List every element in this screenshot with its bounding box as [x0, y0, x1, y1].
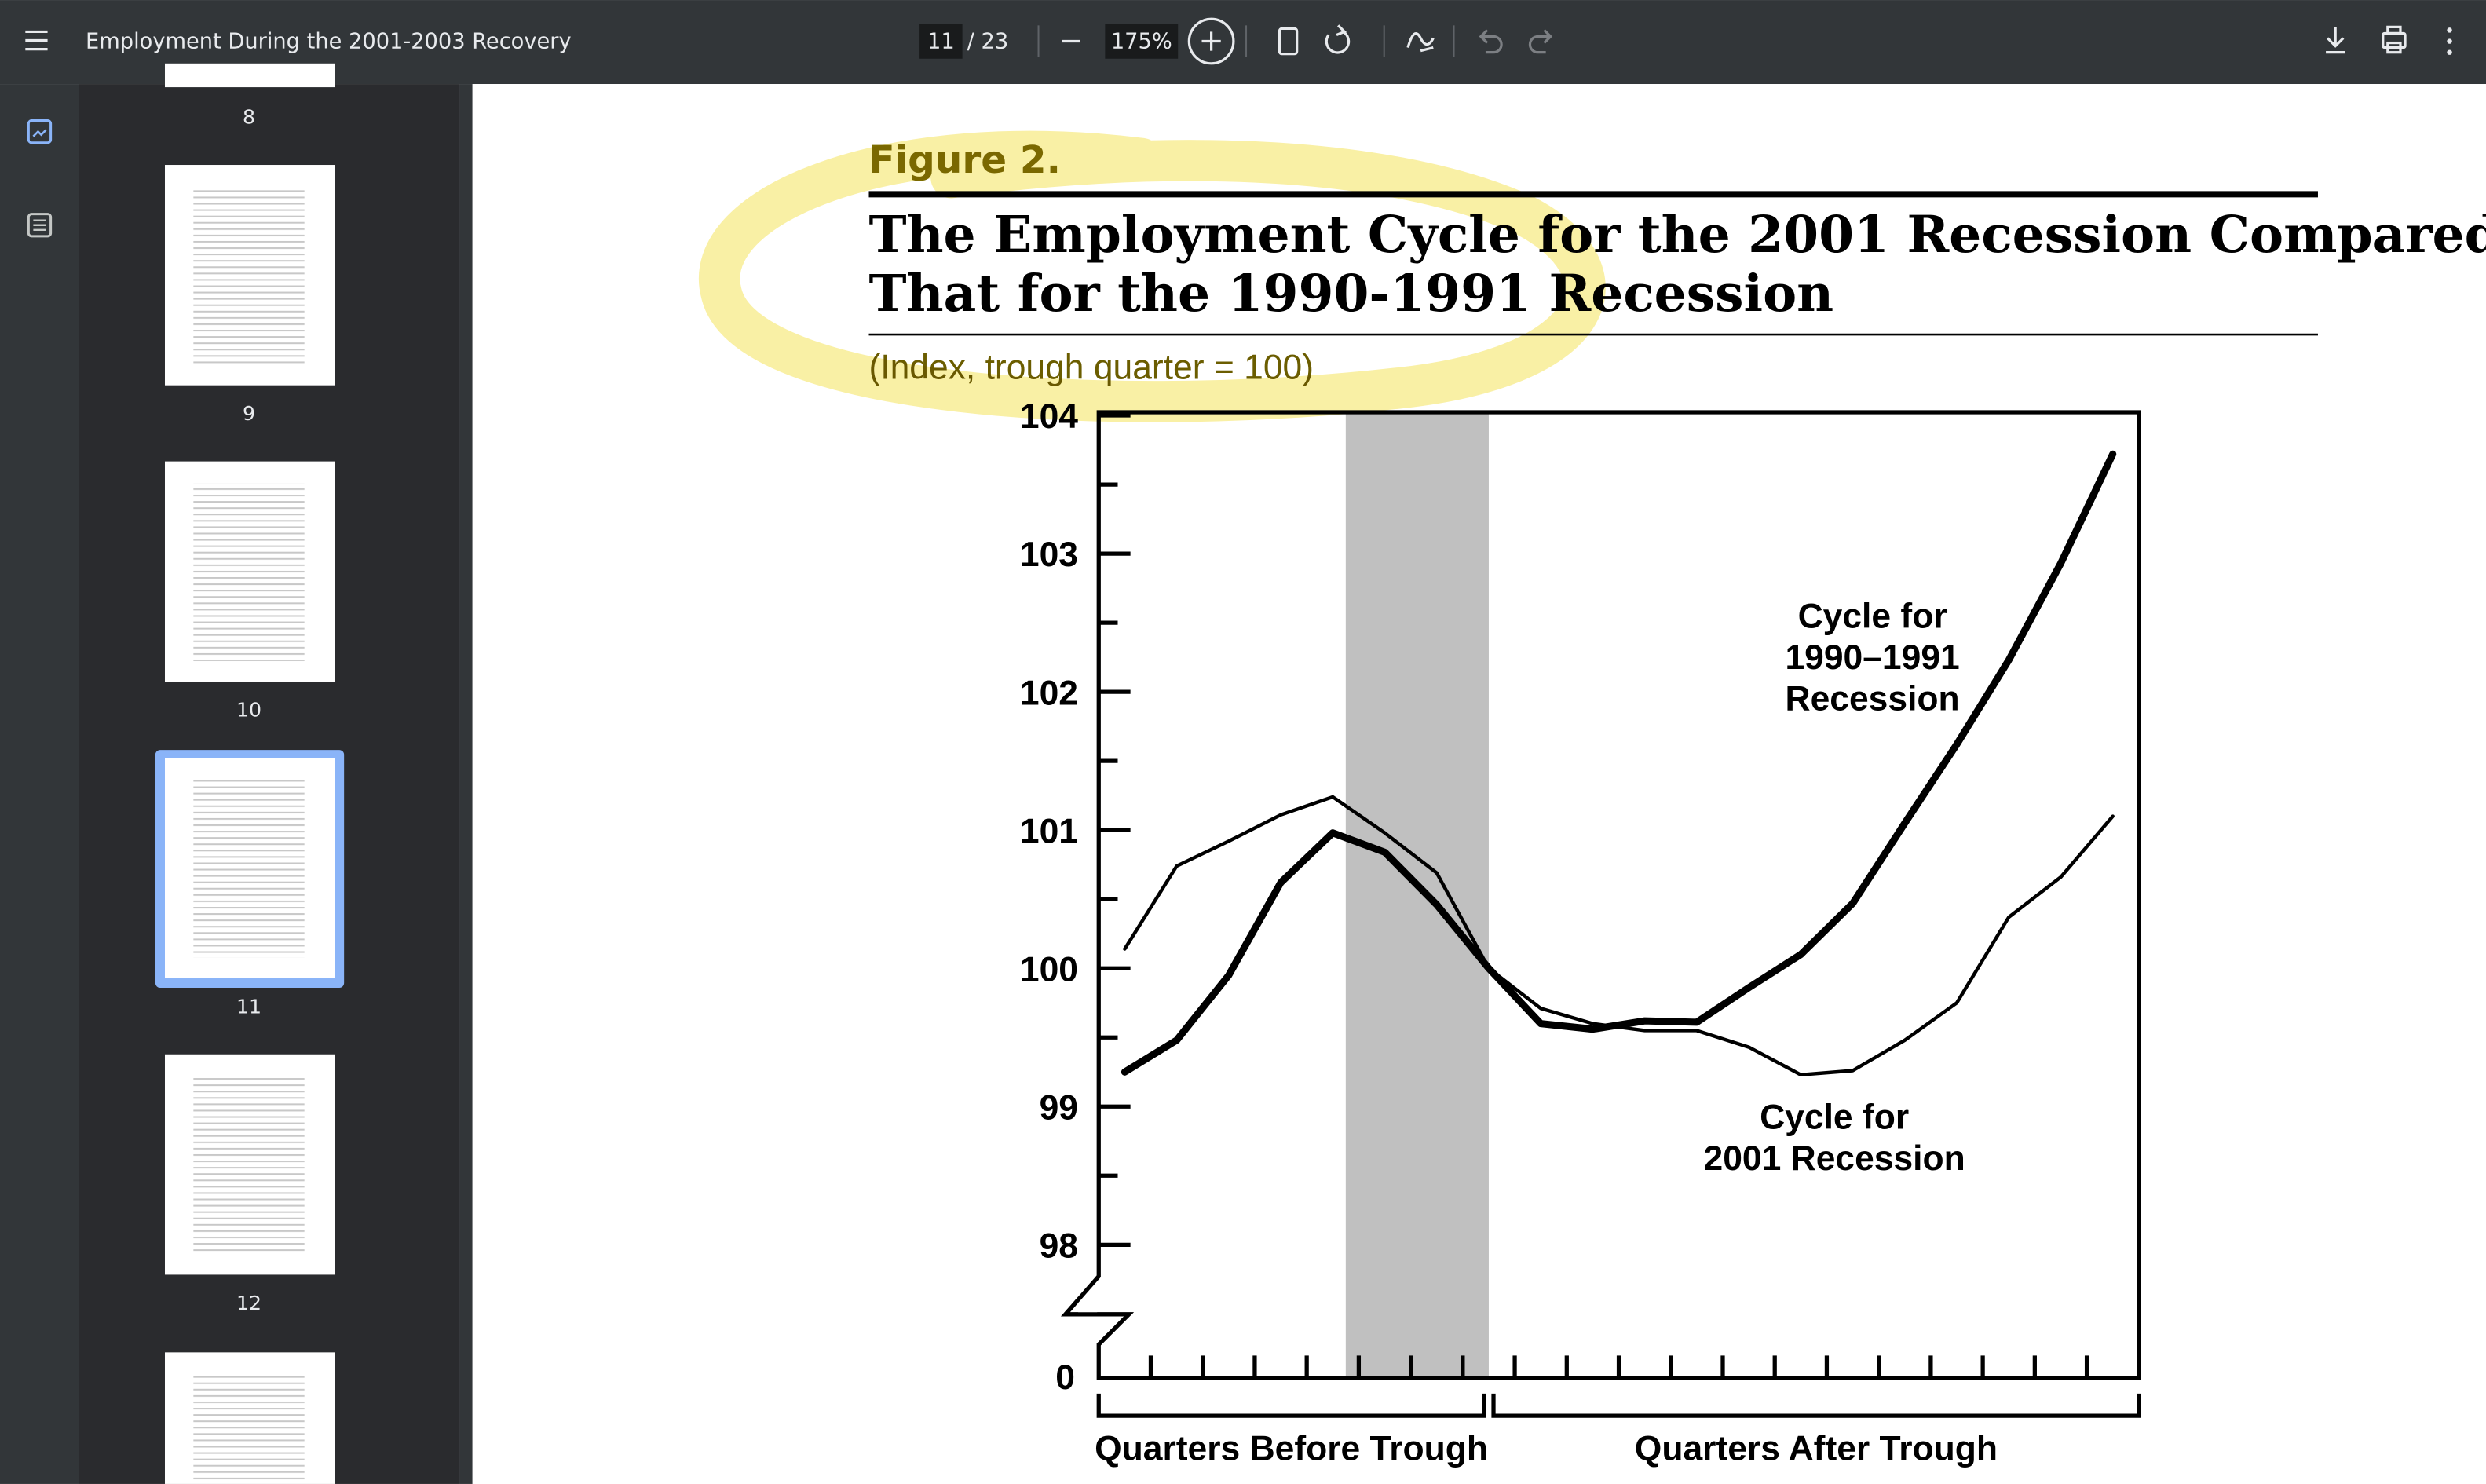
thumbnails-tab-icon: [32, 129, 47, 137]
annotate-button[interactable]: [1406, 32, 1435, 53]
redo-button[interactable]: [1528, 29, 1552, 54]
page-thumbnail-label: 12: [236, 1292, 261, 1314]
page-count: / 23: [967, 30, 1009, 54]
series-annotation: Recession: [1786, 680, 1960, 718]
undo-button[interactable]: [1479, 29, 1503, 54]
page-thumbnail-text: [193, 1374, 305, 1481]
x-group-bracket: [1491, 1393, 2141, 1418]
series-annotation: 2001 Recession: [1704, 1139, 1965, 1178]
y-tick-label: 100: [1020, 950, 1078, 989]
series-line: [1121, 450, 2117, 1076]
y-tick-label: 99: [1040, 1088, 1078, 1127]
page-input[interactable]: [919, 24, 963, 59]
recession-shading: [1345, 412, 1489, 1378]
sidebar-divider: [459, 84, 473, 1484]
outline-tab-icon: [33, 219, 46, 232]
menu-button[interactable]: [25, 30, 48, 51]
page-thumbnail-label: 10: [236, 699, 261, 722]
more-button[interactable]: [2447, 27, 2452, 55]
x-group-label: Quarters Before Trough: [1095, 1430, 1488, 1468]
rotate-button[interactable]: [1325, 24, 1351, 54]
page-thumbnail[interactable]: [164, 63, 335, 88]
series-annotation: Cycle for: [1760, 1098, 1909, 1137]
outline-tab[interactable]: [27, 213, 53, 238]
zoom-level: 175%: [1111, 30, 1172, 54]
y-tick-label: 103: [1020, 535, 1078, 574]
page-thumbnail-text: [193, 780, 305, 958]
y-tick-label: 102: [1020, 674, 1078, 712]
page-thumbnail-text: [193, 1076, 305, 1255]
page-number: 11: [927, 30, 955, 54]
document-title: Employment During the 2001-2003 Recovery: [86, 30, 572, 54]
thumbnails-tab[interactable]: [27, 119, 53, 144]
page-thumbnail-label: 9: [243, 402, 255, 425]
series-line: [1123, 795, 2115, 1077]
toolbar: [0, 0, 2486, 85]
series-annotation: 1990–1991: [1785, 638, 1959, 677]
page-thumbnail-text: [193, 187, 305, 365]
download-button[interactable]: [2326, 27, 2345, 54]
zoom-in-button[interactable]: [1187, 17, 1235, 65]
series-annotation: Cycle for: [1798, 598, 1947, 636]
axis-break-label: 0: [1055, 1358, 1075, 1397]
x-group-label: Quarters After Trough: [1635, 1430, 1998, 1468]
page-thumbnail-text: [193, 483, 305, 662]
chart-title: That for the 1990-1991 Recession: [868, 264, 1833, 323]
y-tick-label: 98: [1040, 1226, 1078, 1265]
chart-title: The Employment Cycle for the 2001 Recess…: [868, 205, 2486, 265]
zoom-input[interactable]: [1105, 24, 1179, 59]
fit-button[interactable]: [1278, 27, 1299, 56]
page-thumbnail-label: 8: [243, 106, 255, 129]
axis-break: [1061, 1274, 1134, 1347]
page-thumbnail-label: 11: [236, 995, 261, 1018]
x-group-bracket: [1096, 1393, 1486, 1418]
y-tick-label: 101: [1020, 812, 1078, 850]
print-button[interactable]: [2382, 25, 2407, 54]
sidebar-rail: [0, 84, 79, 1484]
highlighter-stroke: [699, 130, 1606, 422]
